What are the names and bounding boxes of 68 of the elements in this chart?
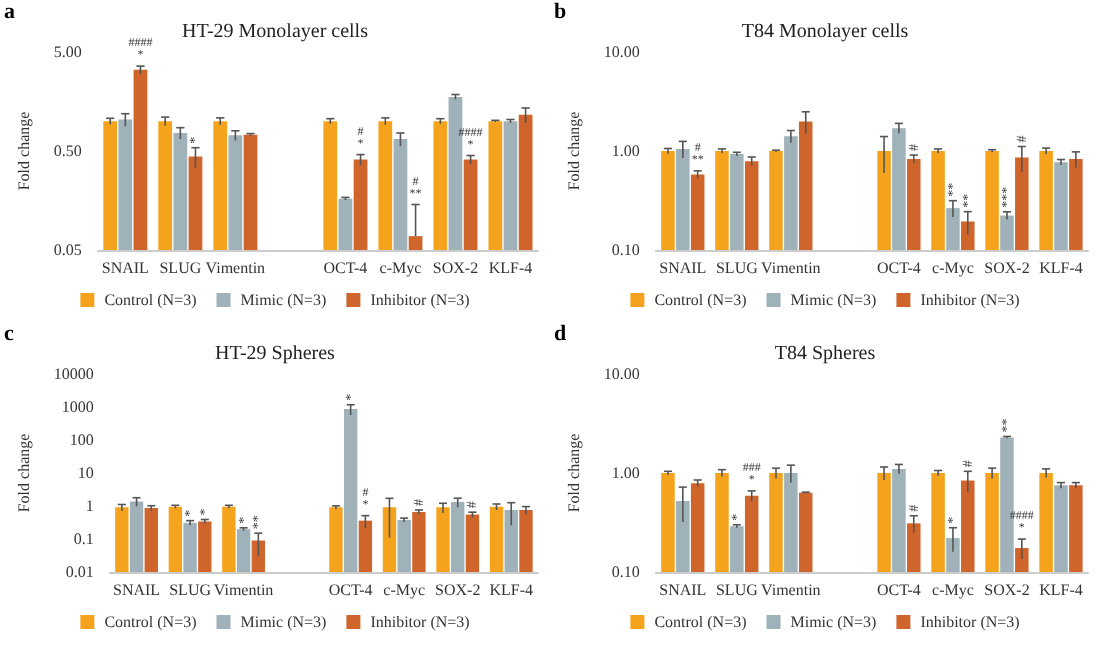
text: a (4, 0, 15, 24)
legend-label: Inhibitor (N=3) (370, 291, 471, 309)
y-axis-title: Fold change (15, 432, 33, 513)
x-tick-label: Vimentin (213, 581, 274, 599)
text: b (554, 0, 567, 24)
x-tick-label: SOX-2 (984, 259, 1030, 277)
x-tick-label: c-Myc (383, 581, 426, 599)
y-tick-label: 10000 (53, 365, 94, 383)
x-tick-label: c-Myc (932, 581, 975, 599)
y-tick-label: 0.50 (53, 142, 82, 160)
y-axis-title: Fold change (565, 432, 583, 513)
y-tick-label: 5.00 (53, 43, 82, 61)
y-tick-label: 0.10 (611, 563, 640, 581)
chart-title: T84 Monolayer cells (741, 21, 909, 43)
x-tick-label: SNAIL (659, 259, 707, 277)
y-tick-label: 1.00 (611, 142, 640, 160)
y-axis-title: Fold change (565, 110, 583, 191)
legend-label: Control (N=3) (104, 613, 198, 631)
y-tick-label: 10.00 (603, 365, 640, 383)
legend-label: Control (N=3) (654, 613, 748, 631)
legend-label: Mimic (N=3) (240, 291, 328, 309)
x-tick-label: SLUG (715, 259, 759, 277)
x-tick-label: KLF-4 (489, 581, 534, 599)
chart-title: HT-29 Spheres (215, 343, 336, 365)
text: d (554, 322, 567, 346)
legend-label: Inhibitor (N=3) (920, 291, 1021, 309)
y-tick-label: 10.00 (603, 43, 640, 61)
x-tick-label: SOX-2 (432, 259, 479, 277)
x-tick-label: SNAIL (113, 581, 161, 599)
x-tick-label: OCT-4 (323, 259, 368, 277)
chart-title: HT-29 Monolayer cells (182, 21, 369, 43)
x-tick-label: Vimentin (761, 259, 821, 277)
x-tick-label: SLUG (169, 581, 212, 599)
x-tick-label: SOX-2 (984, 581, 1030, 599)
y-axis-title: Fold change (15, 110, 33, 191)
legend-label: Inhibitor (N=3) (370, 613, 471, 631)
y-tick-label: 10 (77, 464, 94, 482)
x-tick-label: Vimentin (761, 581, 821, 599)
x-tick-label: SNAIL (659, 581, 707, 599)
x-tick-label: OCT-4 (876, 581, 921, 599)
y-tick-label: 0.05 (53, 241, 82, 259)
x-tick-label: OCT-4 (876, 259, 921, 277)
legend-label: Mimic (N=3) (790, 613, 878, 631)
x-tick-label: KLF-4 (488, 259, 533, 277)
x-tick-label: SLUG (159, 259, 202, 277)
legend-label: Inhibitor (N=3) (920, 613, 1021, 631)
x-tick-label: KLF-4 (1039, 259, 1083, 277)
x-tick-label: Vimentin (205, 259, 266, 277)
legend-label: Mimic (N=3) (790, 291, 878, 309)
x-tick-label: KLF-4 (1039, 581, 1083, 599)
y-tick-label: 0.10 (611, 241, 640, 259)
x-tick-label: SLUG (715, 581, 759, 599)
legend-label: Mimic (N=3) (240, 613, 328, 631)
y-tick-label: 1 (85, 497, 94, 515)
y-tick-label: 0.01 (65, 563, 94, 581)
x-tick-label: SOX-2 (435, 581, 481, 599)
y-tick-label: 0.1 (73, 530, 94, 548)
legend-label: Control (N=3) (104, 291, 198, 309)
y-tick-label: 1000 (61, 398, 94, 416)
legend-label: Control (N=3) (654, 291, 748, 309)
x-tick-label: c-Myc (932, 259, 975, 277)
x-tick-label: OCT-4 (328, 581, 373, 599)
y-tick-label: 1.00 (611, 464, 640, 482)
chart-title: T84 Spheres (774, 343, 876, 365)
text: c (4, 322, 14, 346)
y-tick-label: 100 (69, 431, 94, 449)
x-tick-label: SNAIL (101, 259, 150, 277)
x-tick-label: c-Myc (379, 259, 423, 277)
